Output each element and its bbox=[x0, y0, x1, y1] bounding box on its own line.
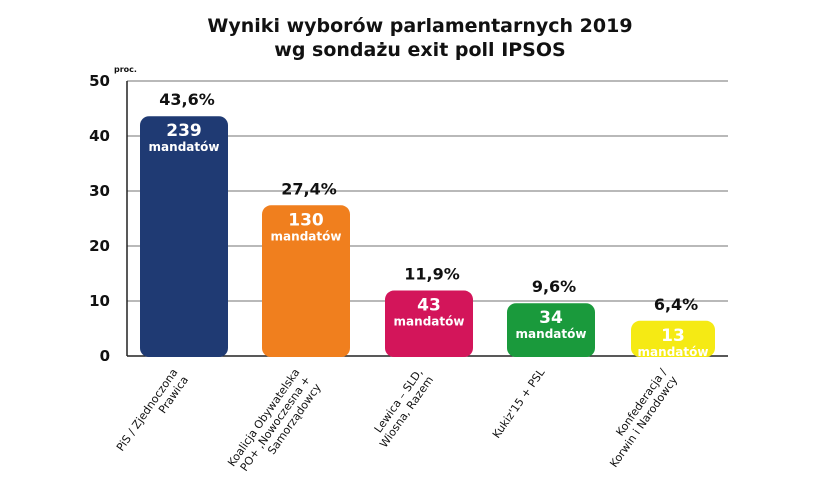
value-label: 9,6% bbox=[532, 277, 576, 296]
seats-label: mandatów bbox=[271, 229, 342, 243]
chart-title: Wyniki wyborów parlamentarnych 2019 wg s… bbox=[0, 14, 840, 62]
seats-label: mandatów bbox=[149, 140, 220, 154]
seats-count: 239 bbox=[166, 121, 202, 141]
value-label: 11,9% bbox=[404, 265, 460, 284]
y-tick-label: 50 bbox=[89, 72, 110, 90]
bar bbox=[262, 205, 350, 357]
y-tick-label: 20 bbox=[89, 237, 110, 255]
x-tick-label: Kukiz'15 + PSL bbox=[490, 366, 548, 441]
seats-label: mandatów bbox=[394, 315, 465, 329]
y-tick-label: 10 bbox=[89, 292, 110, 310]
seats-label: mandatów bbox=[516, 327, 587, 341]
chart-title-line1: Wyniki wyborów parlamentarnych 2019 bbox=[207, 15, 633, 37]
bar bbox=[385, 290, 473, 357]
bar bbox=[631, 320, 715, 357]
value-label: 27,4% bbox=[281, 179, 337, 198]
bar bbox=[507, 303, 595, 357]
seats-count: 43 bbox=[417, 296, 441, 316]
value-label: 43,6% bbox=[159, 90, 215, 109]
value-label: 6,4% bbox=[654, 295, 698, 314]
y-tick-label: 0 bbox=[100, 347, 110, 365]
bar bbox=[140, 116, 228, 357]
y-axis-unit: proc. bbox=[114, 65, 137, 74]
y-tick-label: 40 bbox=[89, 127, 110, 145]
chart-title-line2: wg sondażu exit poll IPSOS bbox=[274, 39, 566, 61]
seats-count: 13 bbox=[661, 326, 685, 346]
y-tick-label: 30 bbox=[89, 182, 110, 200]
seats-count: 34 bbox=[539, 308, 563, 328]
seats-count: 130 bbox=[288, 210, 324, 230]
seats-label: mandatów bbox=[638, 345, 709, 359]
